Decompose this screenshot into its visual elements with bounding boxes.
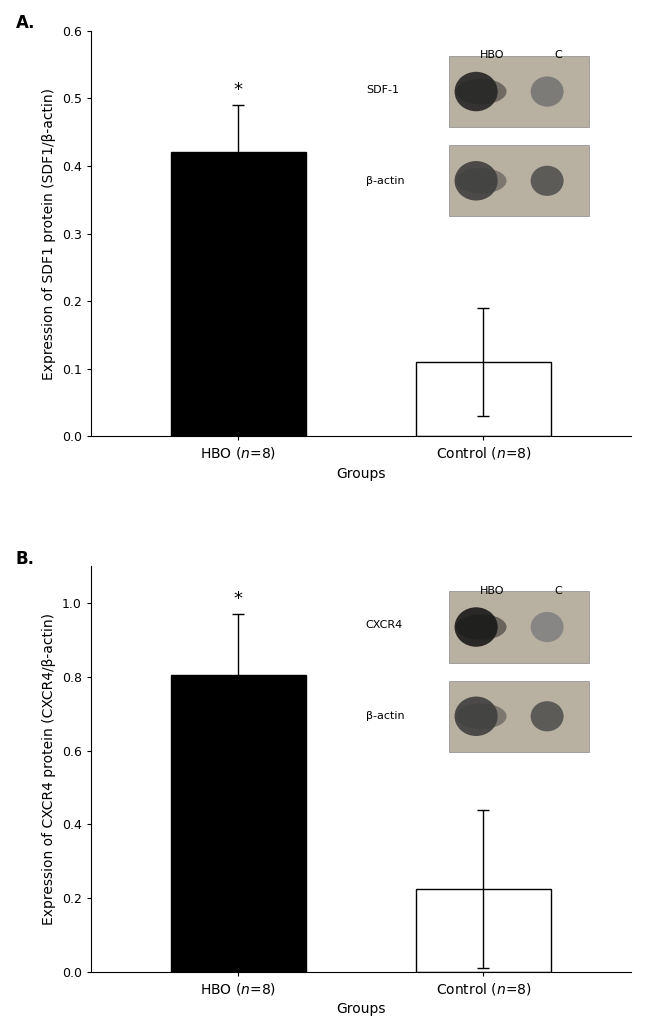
Y-axis label: Expression of CXCR4 protein (CXCR4/β-actin): Expression of CXCR4 protein (CXCR4/β-act… [42,613,57,925]
X-axis label: Groups: Groups [336,1003,385,1017]
Bar [171,675,306,972]
X-axis label: Groups: Groups [336,466,385,481]
Y-axis label: Expression of SDF1 protein (SDF1/β-actin): Expression of SDF1 protein (SDF1/β-actin… [42,88,57,380]
Text: *: * [233,81,242,99]
Bar [416,889,551,972]
Bar [416,362,551,437]
Text: B.: B. [16,550,34,568]
Text: A.: A. [16,14,35,33]
Text: *: * [233,590,242,608]
Bar [171,152,306,437]
